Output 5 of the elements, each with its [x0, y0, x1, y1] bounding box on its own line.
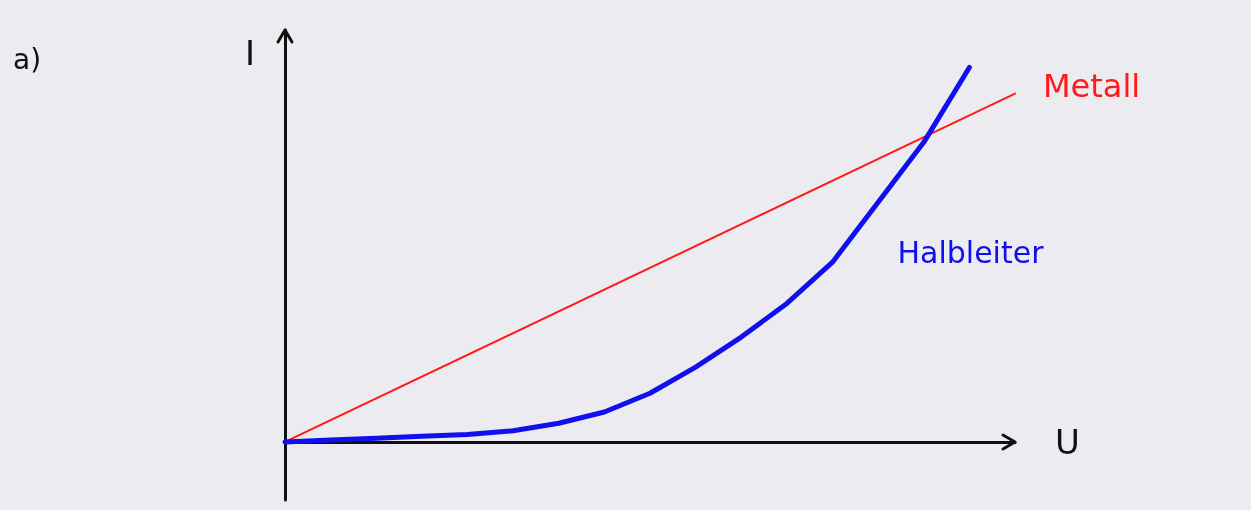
text: a) — [13, 42, 42, 76]
series-label: Halbleiter — [897, 234, 1045, 270]
series-label: Metall — [1043, 66, 1141, 105]
x-axis-title: U — [1055, 421, 1080, 462]
y-axis-title: I — [244, 33, 255, 73]
